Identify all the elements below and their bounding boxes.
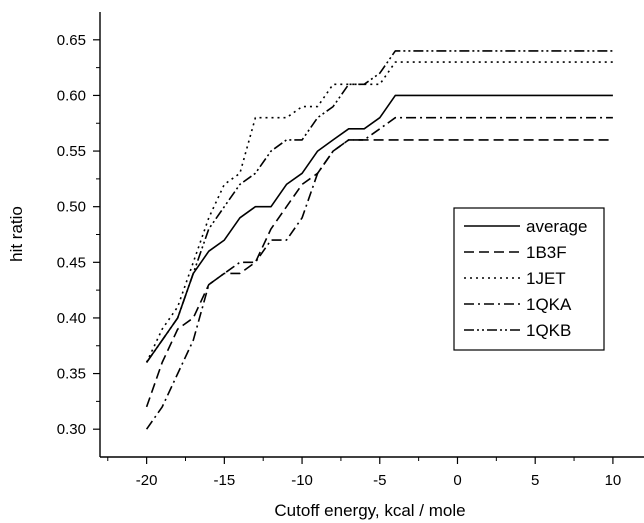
y-tick-label: 0.45 bbox=[57, 254, 86, 271]
legend: average 1B3F 1JET 1QKA 1QKB bbox=[453, 207, 605, 351]
y-tick-label: 0.30 bbox=[57, 421, 86, 438]
y-tick-label: 0.40 bbox=[57, 310, 86, 327]
series-line-1qkb bbox=[145, 50, 613, 363]
x-tick-label: -20 bbox=[136, 472, 158, 489]
legend-label-average: average bbox=[526, 217, 587, 236]
series-line-1jet bbox=[145, 61, 613, 363]
y-tick-label: 0.55 bbox=[57, 143, 86, 160]
y-axis-title: hit ratio bbox=[7, 206, 26, 262]
tick-labels: -20 -15 -10 -5 0 5 10 0.30 0.35 0.40 0.45 0.50 0.55 0… bbox=[57, 32, 621, 489]
axes bbox=[93, 12, 644, 464]
x-tick-label: -5 bbox=[373, 472, 386, 489]
legend-label-1qkb: 1QKB bbox=[526, 321, 571, 340]
x-tick-label: -10 bbox=[291, 472, 313, 489]
x-axis-title: Cutoff energy, kcal / mole bbox=[274, 501, 465, 520]
x-tick-label: -15 bbox=[213, 472, 235, 489]
y-tick-label: 0.50 bbox=[57, 199, 86, 216]
legend-label-1qka: 1QKA bbox=[526, 295, 572, 314]
x-tick-label: 5 bbox=[531, 472, 539, 489]
series-line-1qka bbox=[145, 116, 613, 430]
y-tick-label: 0.65 bbox=[57, 32, 86, 49]
legend-box bbox=[453, 207, 605, 351]
series-layer bbox=[145, 50, 613, 430]
y-tick-label: 0.60 bbox=[57, 87, 86, 104]
y-tick-label: 0.35 bbox=[57, 366, 86, 383]
x-tick-label: 0 bbox=[453, 472, 461, 489]
legend-label-1jet: 1JET bbox=[526, 269, 566, 288]
series-line-1b3f bbox=[145, 139, 613, 408]
legend-label-1b3f: 1B3F bbox=[526, 243, 567, 262]
x-tick-label: 10 bbox=[605, 472, 622, 489]
